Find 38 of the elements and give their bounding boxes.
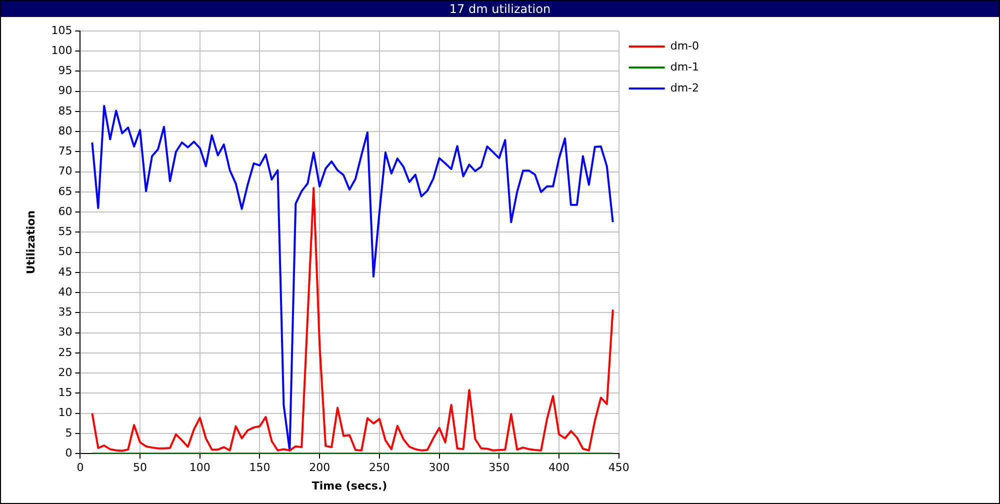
y-tick-label: 0	[65, 446, 72, 460]
y-tick-label: 85	[58, 104, 72, 118]
y-tick-label: 75	[58, 144, 72, 158]
legend-label: dm-0	[670, 39, 700, 52]
x-tick-label: 100	[189, 461, 210, 474]
y-tick-label: 10	[58, 406, 72, 420]
legend-label: dm-1	[670, 60, 700, 74]
y-tick-label: 65	[58, 184, 72, 198]
legend-label: dm-2	[670, 81, 700, 94]
y-tick-label: 50	[58, 245, 72, 258]
x-tick-label: 0	[76, 461, 84, 474]
y-tick-label: 25	[58, 346, 72, 359]
y-tick-label: 30	[58, 326, 72, 339]
y-tick-label: 45	[58, 265, 72, 278]
x-tick-label: 400	[548, 461, 570, 474]
y-tick-label: 60	[58, 204, 72, 218]
y-tick-label: 35	[58, 306, 72, 319]
y-tick-label: 55	[58, 225, 72, 238]
x-tick-label: 350	[488, 461, 510, 474]
y-tick-label: 40	[58, 285, 72, 298]
y-tick-label: 5	[65, 426, 72, 440]
x-tick-label: 250	[368, 461, 390, 474]
y-tick-label: 70	[58, 164, 72, 178]
x-tick-label: 450	[608, 461, 630, 474]
x-axis-title: Time (secs.)	[312, 479, 388, 492]
y-tick-label: 15	[58, 386, 72, 400]
chart-title: 17 dm utilization	[1, 1, 999, 17]
y-tick-label: 90	[58, 84, 72, 98]
y-tick-label: 95	[58, 64, 72, 78]
x-tick-label: 200	[309, 461, 330, 474]
y-axis-title: Utilization	[24, 210, 38, 274]
y-tick-label: 80	[58, 124, 72, 138]
x-tick-label: 50	[133, 461, 148, 474]
y-tick-label: 100	[51, 44, 72, 57]
y-tick-label: 105	[51, 24, 72, 37]
x-tick-label: 300	[428, 461, 450, 474]
x-tick-label: 150	[249, 461, 270, 474]
y-tick-label: 20	[58, 366, 72, 379]
